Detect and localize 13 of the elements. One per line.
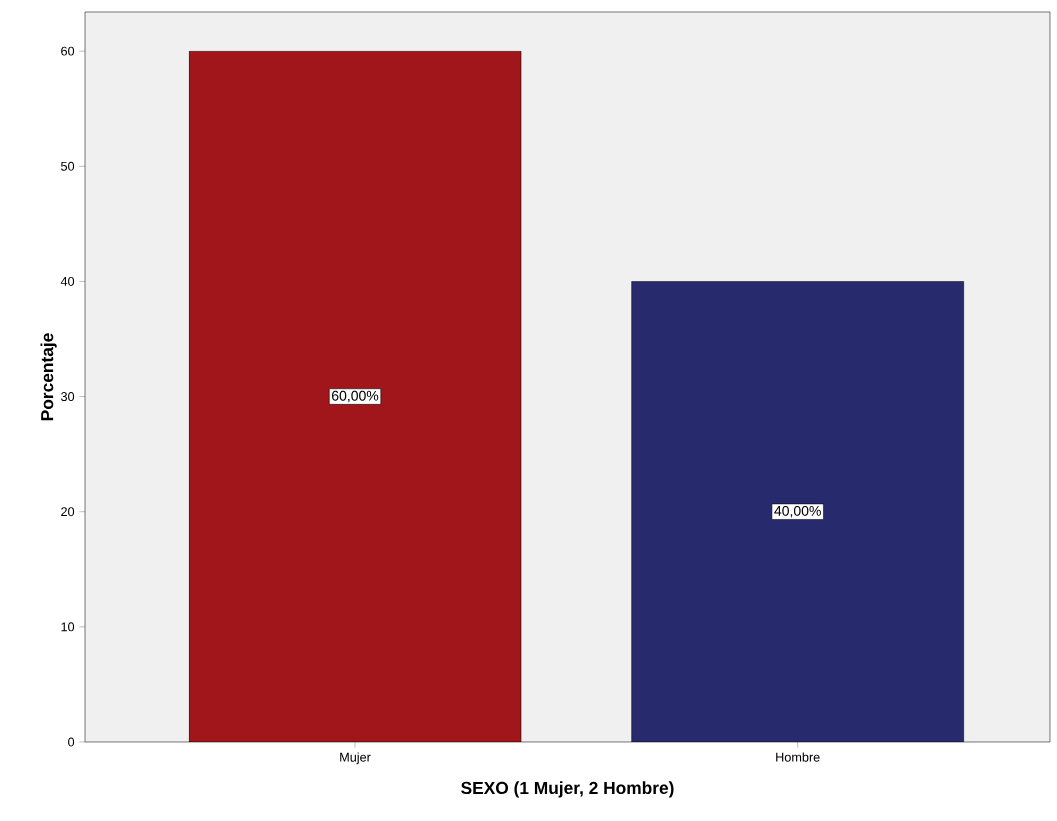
y-tick-label: 40 <box>60 276 75 286</box>
x-tick-label: Hombre <box>776 752 820 762</box>
y-tick-label: 50 <box>61 161 75 171</box>
x-tick-label: Mujer <box>340 752 371 765</box>
x-axis-title: SEXO (1 Mujer, 2 Hombre) <box>461 781 674 798</box>
y-tick-label: 20 <box>61 507 75 517</box>
y-axis-title: Porcentaje <box>40 333 57 421</box>
data-label: 40,00% <box>774 505 821 518</box>
y-tick-label: 0 <box>68 737 75 747</box>
y-tick-label: 60 <box>61 46 75 56</box>
y-tick-label: 30 <box>61 392 75 402</box>
data-label: 60,00% <box>332 390 379 403</box>
y-tick-label: 10 <box>61 622 75 632</box>
